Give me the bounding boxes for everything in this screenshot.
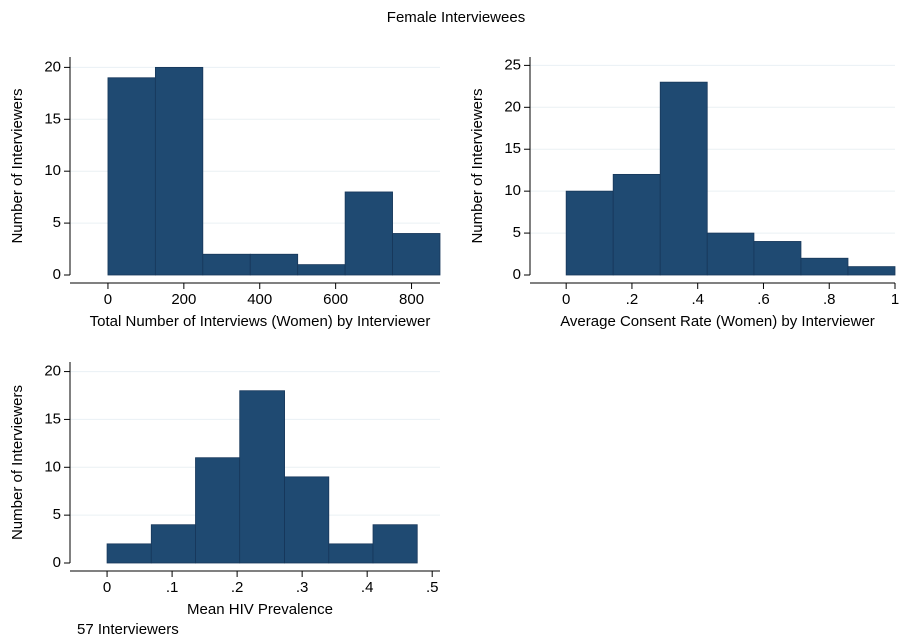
- figure-title: Female Interviewees: [387, 9, 525, 26]
- x-axis-label: Mean HIV Prevalence: [187, 601, 333, 618]
- y-tick-label: 20: [44, 58, 61, 75]
- x-tick-label: .6: [757, 291, 770, 308]
- x-tick-label: .3: [296, 579, 309, 596]
- x-axis-label: Average Consent Rate (Women) by Intervie…: [560, 313, 875, 330]
- x-tick-label: 600: [323, 291, 348, 308]
- y-tick-label: 5: [53, 506, 61, 523]
- bar: [565, 190, 614, 276]
- bar: [106, 543, 152, 564]
- y-tick-label: 15: [504, 140, 521, 157]
- bar: [154, 66, 204, 276]
- y-axis-label: Number of Interviewers: [469, 88, 486, 243]
- bar: [202, 253, 251, 276]
- y-tick-label: 15: [44, 110, 61, 127]
- bar: [150, 524, 196, 564]
- bar: [328, 543, 374, 564]
- y-tick-label: 0: [513, 266, 521, 283]
- bar: [659, 81, 708, 276]
- bar: [847, 266, 896, 276]
- bar: [392, 233, 441, 276]
- y-tick-label: 5: [513, 224, 521, 241]
- y-tick-label: 10: [44, 458, 61, 475]
- bar: [753, 241, 802, 276]
- x-tick-label: .5: [426, 579, 439, 596]
- y-tick-label: 20: [44, 363, 61, 380]
- x-tick-label: .2: [231, 579, 244, 596]
- bar: [249, 253, 299, 276]
- x-tick-label: .2: [626, 291, 639, 308]
- bar: [800, 257, 849, 276]
- x-tick-label: .8: [823, 291, 836, 308]
- x-tick-label: 0: [562, 291, 570, 308]
- x-tick-label: .1: [166, 579, 179, 596]
- x-tick-label: 0: [103, 579, 111, 596]
- x-tick-label: 800: [399, 291, 424, 308]
- x-tick-label: .4: [361, 579, 374, 596]
- bar: [706, 232, 755, 276]
- x-tick-label: 0: [104, 291, 112, 308]
- y-tick-label: 20: [504, 98, 521, 115]
- bar: [297, 264, 346, 276]
- y-tick-label: 10: [504, 182, 521, 199]
- y-axis-label: Number of Interviewers: [9, 385, 26, 540]
- bar: [372, 524, 418, 564]
- note: 57 Interviewers: [77, 621, 179, 638]
- y-axis-label: Number of Interviewers: [9, 88, 26, 243]
- x-tick-label: .4: [691, 291, 704, 308]
- y-tick-label: 5: [53, 214, 61, 231]
- y-tick-label: 15: [44, 410, 61, 427]
- bar: [284, 476, 330, 564]
- bar: [107, 77, 156, 276]
- x-tick-label: 200: [171, 291, 196, 308]
- bar: [612, 173, 661, 276]
- y-tick-label: 25: [504, 56, 521, 73]
- x-axis-label: Total Number of Interviews (Women) by In…: [90, 313, 431, 330]
- y-tick-label: 10: [44, 162, 61, 179]
- y-tick-label: 0: [53, 266, 61, 283]
- bar: [195, 457, 241, 564]
- bar: [344, 191, 393, 276]
- y-tick-label: 0: [53, 554, 61, 571]
- x-tick-label: 400: [247, 291, 272, 308]
- bar: [239, 390, 285, 564]
- x-tick-label: 1: [891, 291, 899, 308]
